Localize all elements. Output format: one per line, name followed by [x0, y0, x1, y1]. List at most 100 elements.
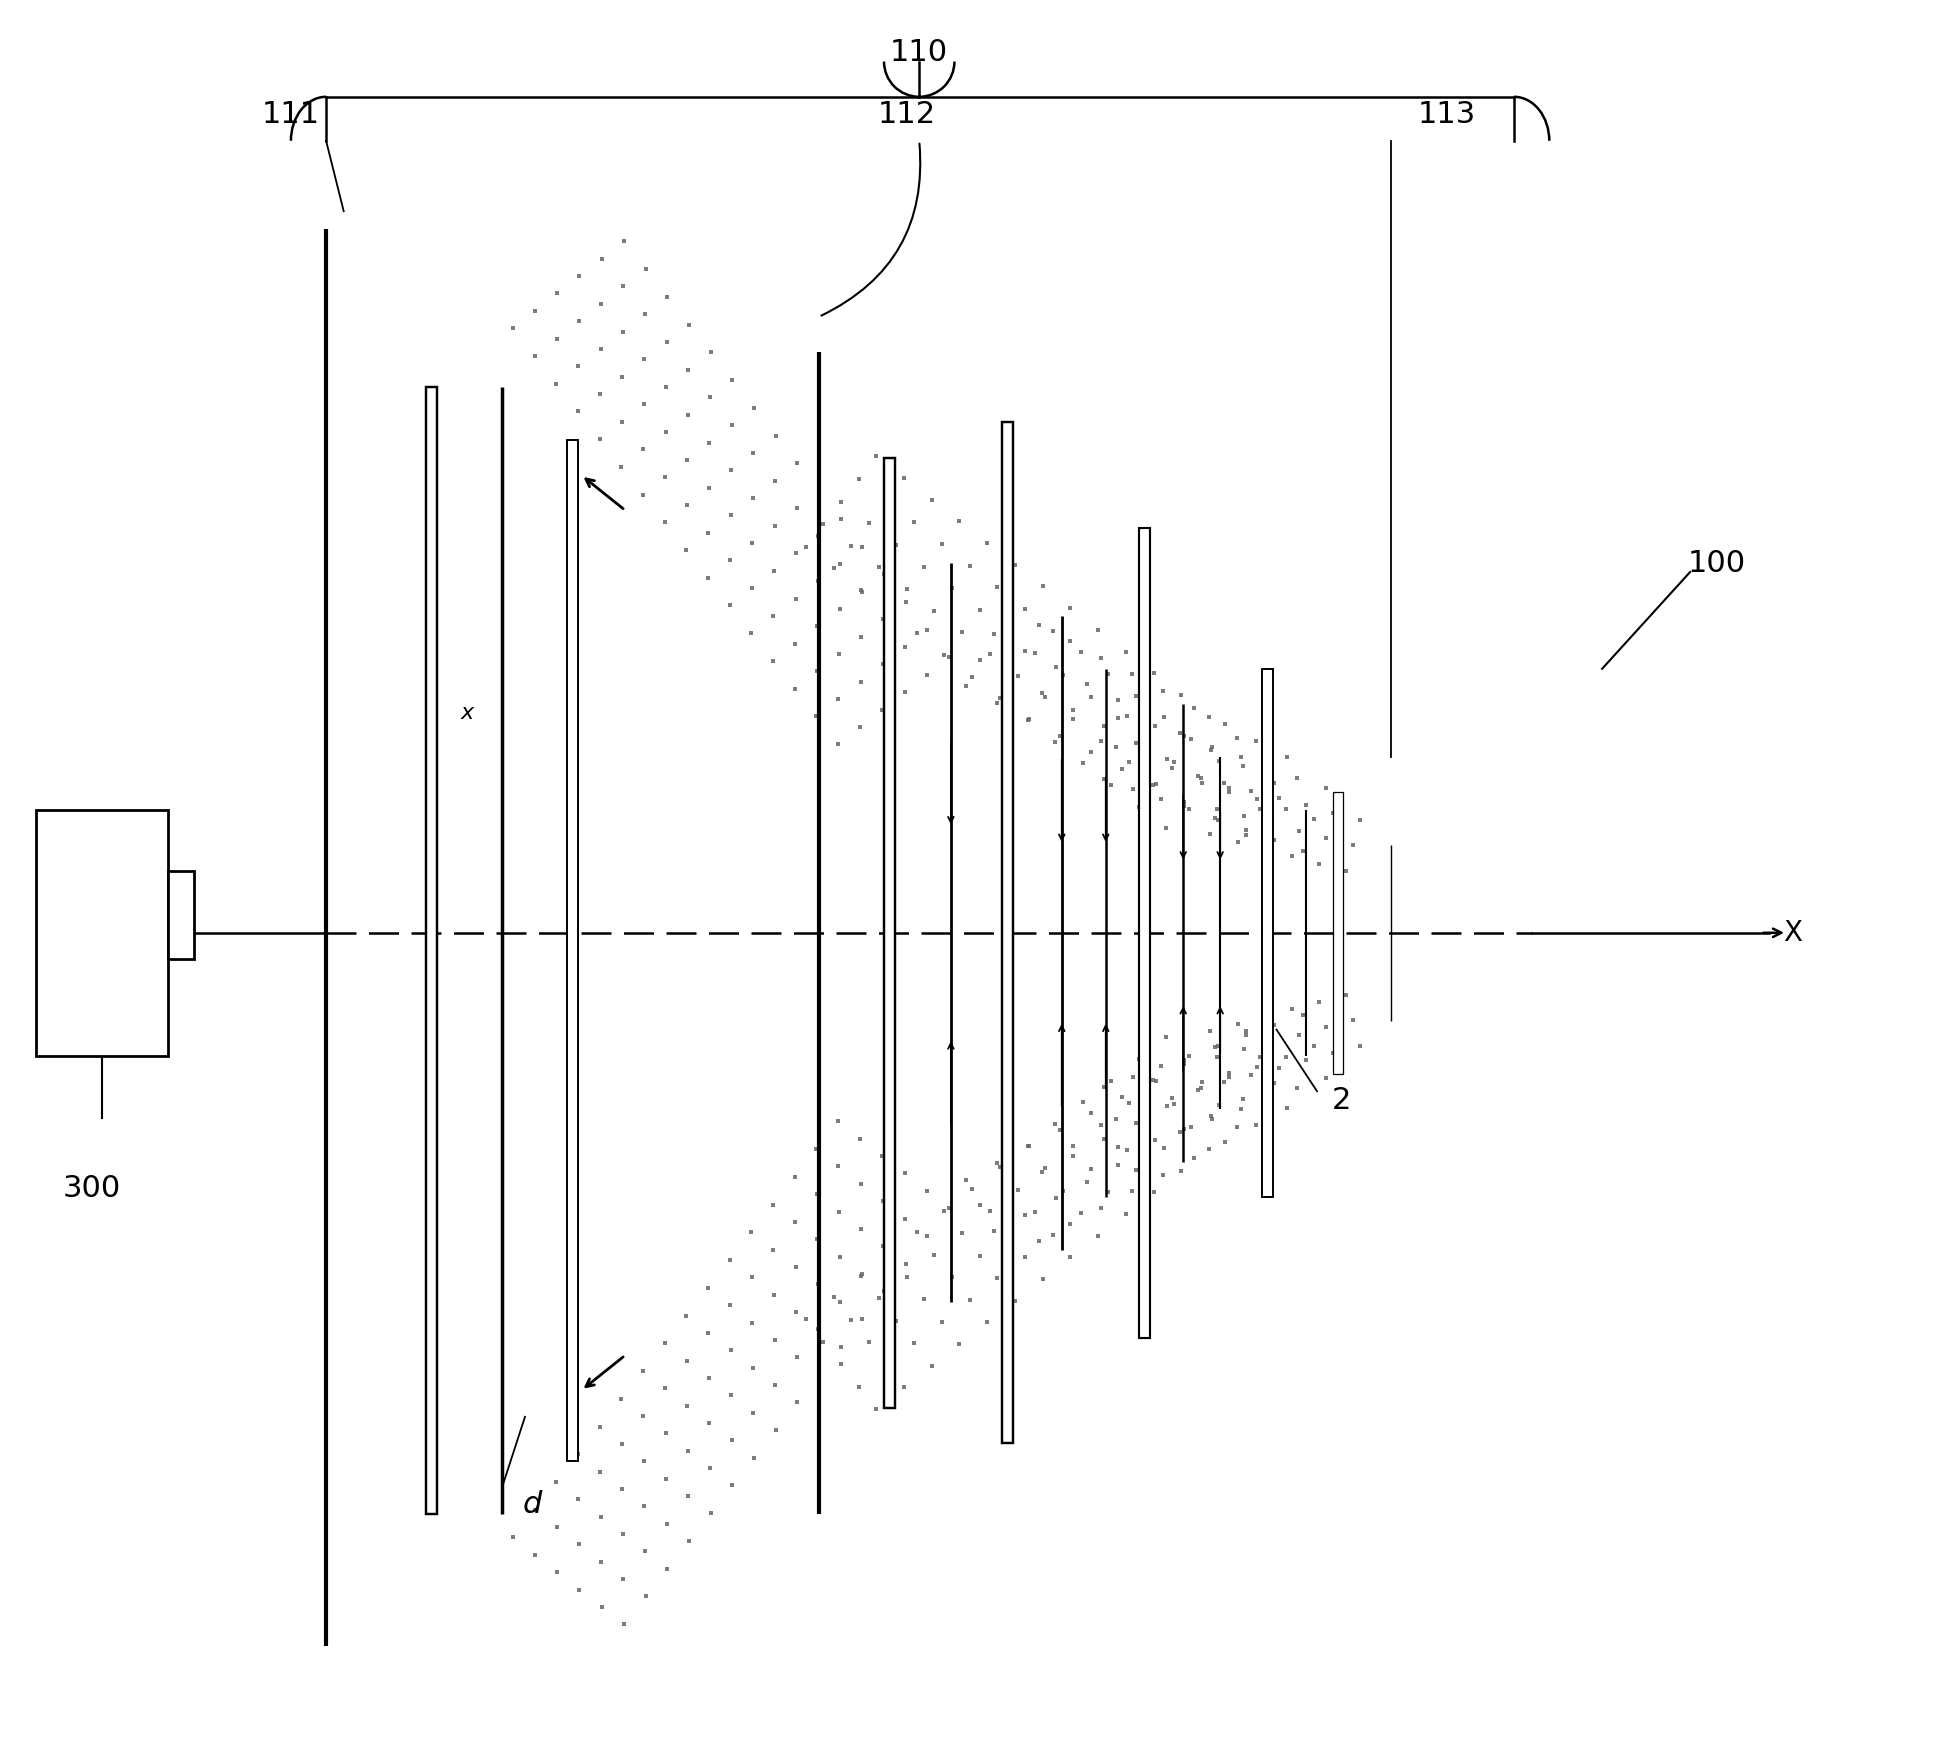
Point — [585, 1547, 616, 1575]
Point — [1195, 820, 1226, 848]
Point — [1168, 788, 1199, 817]
Point — [1164, 720, 1195, 748]
Point — [562, 1440, 593, 1468]
Point — [825, 505, 856, 533]
Point — [1290, 792, 1321, 820]
Point — [1120, 729, 1151, 757]
Point — [1118, 774, 1149, 803]
Point — [1089, 1074, 1120, 1102]
Point — [1214, 774, 1245, 803]
Point — [608, 1565, 639, 1593]
Point — [804, 477, 835, 505]
Point — [1096, 1067, 1127, 1095]
Point — [1038, 616, 1069, 644]
Point — [1151, 815, 1182, 843]
Point — [1209, 769, 1240, 797]
Point — [978, 620, 1009, 648]
Point — [692, 563, 723, 591]
Point — [1139, 658, 1170, 686]
Point — [823, 685, 854, 713]
Point — [736, 530, 767, 558]
Point — [1156, 753, 1187, 781]
Point — [1259, 827, 1290, 855]
Point — [1222, 1010, 1253, 1038]
Point — [1089, 764, 1120, 792]
Point — [651, 1419, 682, 1447]
Point — [1185, 769, 1216, 797]
Point — [672, 1346, 703, 1375]
Point — [715, 1292, 746, 1320]
Point — [1193, 702, 1224, 730]
Point — [651, 327, 682, 356]
Point — [1023, 1227, 1054, 1255]
Point — [1048, 1177, 1079, 1206]
Point — [1185, 1074, 1216, 1102]
Point — [1027, 1265, 1058, 1294]
Point — [1013, 1132, 1044, 1160]
Point — [759, 466, 790, 495]
Point — [606, 1385, 637, 1413]
Point — [1102, 686, 1133, 715]
Text: X: X — [1782, 919, 1801, 947]
Point — [846, 577, 877, 605]
Point — [1317, 1038, 1348, 1067]
Point — [825, 1332, 856, 1360]
Point — [982, 1264, 1013, 1292]
Point — [693, 1410, 724, 1438]
Point — [564, 1531, 595, 1559]
Point — [1058, 1132, 1089, 1160]
Point — [1230, 1017, 1261, 1045]
Point — [1282, 1074, 1313, 1102]
Point — [955, 551, 986, 579]
Point — [693, 1364, 724, 1392]
Point — [1253, 753, 1284, 781]
Point — [910, 1177, 941, 1206]
Point — [606, 452, 637, 480]
Point — [649, 509, 680, 537]
Point — [889, 634, 920, 662]
Point — [1263, 1054, 1294, 1082]
Point — [779, 630, 810, 658]
Point — [630, 1582, 661, 1610]
Text: 111: 111 — [261, 100, 320, 128]
Point — [1013, 706, 1044, 734]
Point — [1044, 1116, 1075, 1144]
Point — [872, 486, 903, 514]
Point — [630, 345, 661, 373]
Point — [628, 480, 659, 509]
Point — [1338, 831, 1369, 859]
Point — [1168, 1045, 1199, 1074]
Point — [1009, 637, 1040, 665]
Point — [1257, 810, 1288, 838]
Point — [1129, 1095, 1160, 1123]
Point — [1106, 1082, 1137, 1111]
Bar — [1139, 528, 1151, 1338]
Point — [845, 1125, 876, 1153]
Point — [736, 574, 767, 602]
Text: 110: 110 — [891, 39, 949, 67]
Point — [1168, 792, 1199, 820]
Point — [757, 1236, 788, 1264]
Point — [908, 553, 939, 581]
Point — [1311, 824, 1342, 852]
Point — [951, 1165, 982, 1193]
Point — [1114, 748, 1145, 776]
Point — [996, 662, 1027, 690]
Point — [738, 484, 769, 512]
Point — [587, 1593, 618, 1621]
Point — [695, 338, 726, 366]
Point — [630, 1492, 661, 1521]
Point — [874, 1239, 905, 1267]
Point — [585, 334, 616, 363]
Point — [1182, 762, 1213, 790]
Point — [1083, 616, 1114, 644]
Point — [1168, 722, 1199, 750]
Point — [868, 1142, 899, 1170]
Bar — [1001, 422, 1013, 1443]
Point — [1133, 702, 1164, 730]
Point — [823, 1243, 854, 1271]
Point — [1071, 1167, 1102, 1195]
Point — [1013, 1132, 1044, 1160]
Point — [738, 1399, 769, 1427]
Point — [587, 245, 618, 273]
